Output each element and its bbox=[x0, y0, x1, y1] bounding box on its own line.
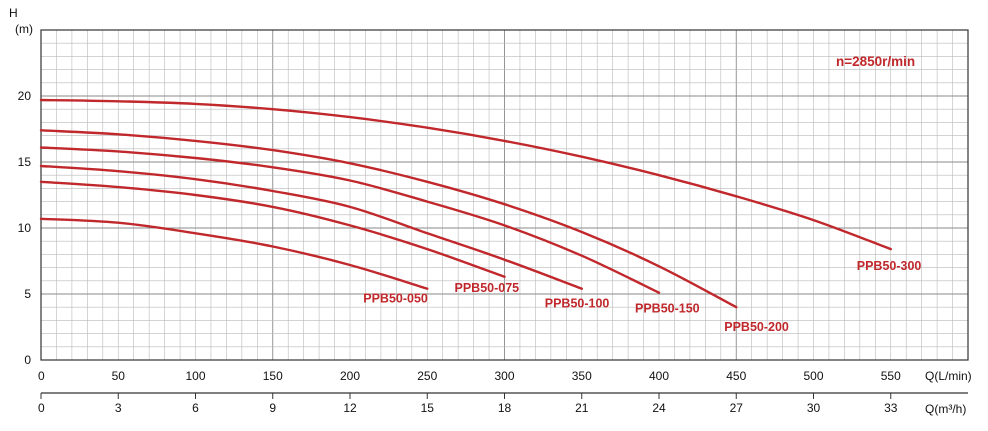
y-axis-title: H bbox=[9, 6, 18, 20]
series-label-ppb50-050: PPB50-050 bbox=[363, 292, 428, 306]
x-tick-label: 0 bbox=[38, 369, 45, 383]
x2-tick-label: 15 bbox=[421, 401, 435, 415]
x-tick-label: 250 bbox=[417, 369, 437, 383]
y-tick-label: 10 bbox=[18, 221, 32, 235]
series-label-ppb50-100: PPB50-100 bbox=[545, 297, 610, 311]
x-tick-label: 50 bbox=[112, 369, 126, 383]
x-tick-label: 100 bbox=[185, 369, 205, 383]
x2-tick-label: 3 bbox=[115, 401, 122, 415]
series-labels: PPB50-050 PPB50-075 PPB50-100 PPB50-150 PPB5… bbox=[363, 259, 921, 334]
x-tick-label: 500 bbox=[803, 369, 823, 383]
series-label-ppb50-150: PPB50-150 bbox=[635, 302, 700, 316]
series-label-ppb50-075: PPB50-075 bbox=[455, 281, 520, 295]
x2-tick-label: 24 bbox=[652, 401, 666, 415]
x-tick-label: 300 bbox=[494, 369, 514, 383]
x2-tick-label: 21 bbox=[575, 401, 589, 415]
plot-frame bbox=[40, 29, 969, 361]
x2-tick-label: 6 bbox=[192, 401, 199, 415]
series-label-ppb50-300: PPB50-300 bbox=[857, 259, 922, 273]
x2-tick-label: 27 bbox=[730, 401, 744, 415]
x-axis-title: Q(L/min) bbox=[925, 369, 972, 383]
curve-ppb50-150 bbox=[39, 146, 661, 294]
grid bbox=[40, 29, 969, 361]
curve-ppb50-075 bbox=[39, 180, 506, 278]
x2-tick-label: 0 bbox=[38, 401, 45, 415]
x2-tick-label: 9 bbox=[269, 401, 276, 415]
x-tick-label: 200 bbox=[340, 369, 360, 383]
x-tick-label: 550 bbox=[881, 369, 901, 383]
curve-ppb50-300 bbox=[39, 98, 892, 251]
x-tick-label: 400 bbox=[649, 369, 669, 383]
x2-axis-title: Q(m³/h) bbox=[925, 402, 966, 416]
curve-ppb50-200 bbox=[39, 129, 738, 309]
curve-ppb50-100 bbox=[39, 164, 583, 290]
x-tick-label: 450 bbox=[726, 369, 746, 383]
x2-tick-label: 12 bbox=[343, 401, 357, 415]
y-axis-unit: (m) bbox=[15, 22, 33, 36]
x2-tick-label: 18 bbox=[498, 401, 512, 415]
speed-label: n=2850r/min bbox=[836, 54, 915, 69]
x2-tick-label: 30 bbox=[807, 401, 821, 415]
y-tick-label: 20 bbox=[18, 89, 32, 103]
curves bbox=[39, 98, 892, 309]
curve-ppb50-050 bbox=[39, 217, 429, 290]
series-label-ppb50-200: PPB50-200 bbox=[724, 320, 789, 334]
x-tick-label: 350 bbox=[572, 369, 592, 383]
x2-tick-label: 33 bbox=[884, 401, 898, 415]
y-tick-label: 15 bbox=[18, 155, 32, 169]
x-tick-label: 150 bbox=[263, 369, 283, 383]
y-tick-label: 0 bbox=[24, 353, 31, 367]
y-tick-label: 5 bbox=[24, 287, 31, 301]
